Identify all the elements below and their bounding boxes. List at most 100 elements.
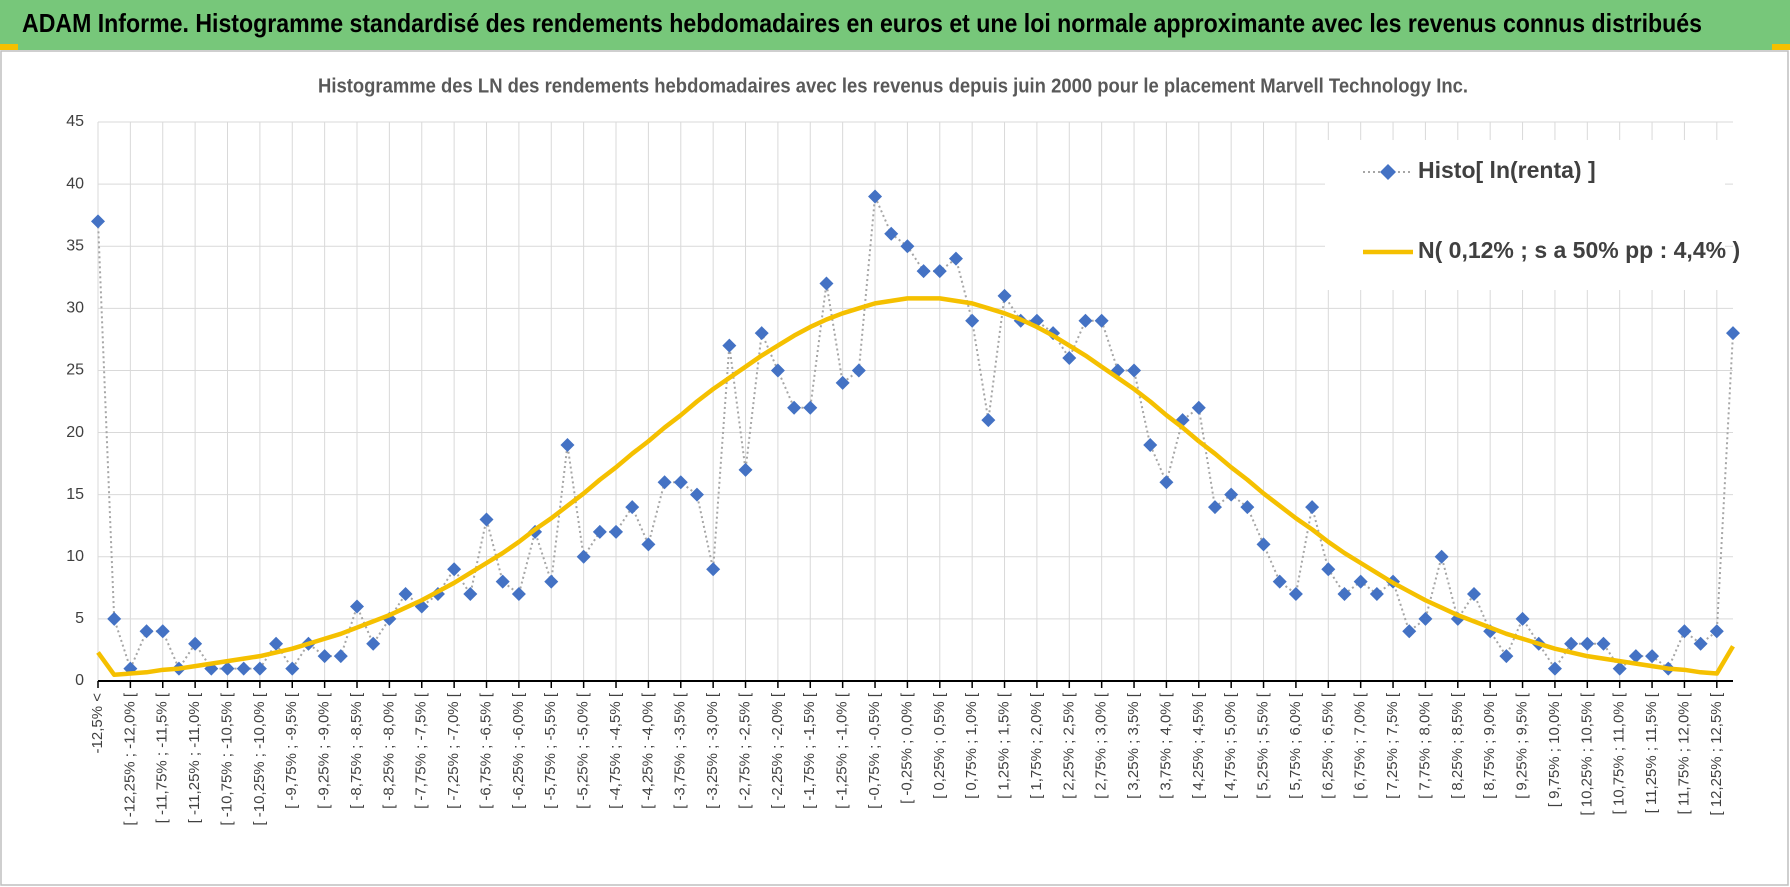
x-tick-label: [ 12,25% ; 12,5% [: [1708, 692, 1725, 815]
data-point: [1127, 363, 1142, 378]
x-tick-label: [ -7,75% ; -7,5% [: [413, 692, 430, 809]
data-point: [511, 587, 526, 602]
data-point: [689, 487, 704, 502]
data-point: [706, 562, 721, 577]
data-point: [1402, 624, 1417, 639]
data-point: [398, 587, 413, 602]
data-point: [188, 636, 203, 651]
title-bar-accent: [1772, 44, 1790, 50]
x-tick-label: [ 1,25% ; 1,5% [: [996, 692, 1013, 799]
x-tick-label: [ 4,25% ; 4,5% [: [1190, 692, 1207, 799]
data-point: [220, 661, 235, 676]
data-point: [317, 649, 332, 664]
data-point: [1078, 313, 1093, 328]
x-tick-label: -12,5% <: [89, 693, 106, 754]
data-point: [1547, 661, 1562, 676]
data-point: [916, 264, 931, 279]
x-tick-label: [ -2,75% ; -2,5% [: [736, 692, 753, 809]
data-point: [1207, 500, 1222, 515]
data-point: [236, 661, 251, 676]
x-tick-label: [ -8,25% ; -8,0% [: [380, 692, 397, 809]
data-point: [738, 462, 753, 477]
data-point: [91, 214, 105, 229]
data-point: [787, 400, 802, 415]
x-tick-label: [ -6,25% ; -6,0% [: [510, 692, 527, 809]
data-point: [592, 524, 607, 539]
series-line: [96, 296, 1735, 678]
x-tick-label: [ -10,25% ; -10,0% [: [251, 692, 268, 825]
data-point: [1693, 636, 1708, 651]
data-point: [835, 375, 850, 390]
data-point: [107, 611, 122, 626]
data-point: [1224, 487, 1239, 502]
x-tick-label: [ 8,75% ; 9,0% [: [1481, 692, 1498, 799]
x-tick-label: [ -0,75% ; -0,5% [: [866, 692, 883, 809]
y-tick-label: 20: [66, 424, 84, 441]
data-point: [1240, 500, 1255, 515]
data-point: [657, 475, 672, 490]
data-point: [560, 437, 575, 452]
data-point: [1418, 611, 1433, 626]
data-point: [1677, 624, 1692, 639]
data-point: [1466, 587, 1481, 602]
data-point: [576, 549, 591, 564]
data-point: [333, 649, 348, 664]
x-tick-label: [ -8,75% ; -8,5% [: [348, 692, 365, 809]
data-point: [932, 264, 947, 279]
title-bar: [0, 0, 1790, 50]
x-tick-label: [ -5,75% ; -5,5% [: [542, 692, 559, 809]
x-tick-label: [ -0,25% ; 0,0% [: [898, 692, 915, 804]
x-tick-label: [ 5,75% ; 6,0% [: [1287, 692, 1304, 799]
data-point: [1191, 400, 1206, 415]
x-tick-label: [ 6,25% ; 6,5% [: [1319, 692, 1336, 799]
x-tick-label: [ 10,75% ; 11,0% [: [1611, 692, 1628, 814]
x-tick-label: [ 4,75% ; 5,0% [: [1222, 692, 1239, 799]
data-point: [1580, 636, 1595, 651]
x-tick-label: [ -5,25% ; -5,0% [: [575, 692, 592, 809]
x-tick-label: [ -3,75% ; -3,5% [: [672, 692, 689, 809]
x-tick-label: [ -1,75% ; -1,5% [: [801, 692, 818, 809]
data-point: [1159, 475, 1174, 490]
x-tick-label: [ 3,25% ; 3,5% [: [1125, 692, 1142, 799]
x-tick-label: [ 2,25% ; 2,5% [: [1060, 692, 1077, 799]
y-tick-label: 35: [66, 237, 84, 254]
x-tick-label: [ -3,25% ; -3,0% [: [704, 692, 721, 809]
y-tick-label: 0: [75, 672, 84, 689]
x-tick-label: [ 9,75% ; 10,0% [: [1546, 692, 1563, 807]
data-point: [673, 475, 688, 490]
chart-subtitle: Histogramme des LN des rendements hebdom…: [318, 75, 1468, 97]
data-point: [641, 537, 656, 552]
data-point: [495, 574, 510, 589]
y-tick-label: 40: [66, 175, 84, 192]
x-tick-label: [ -4,25% ; -4,0% [: [639, 692, 656, 809]
x-tick-label: [ 5,25% ; 5,5% [: [1255, 692, 1272, 799]
chart-border: [0, 50, 1789, 886]
x-tick-label: [ -9,25% ; -9,0% [: [316, 692, 333, 809]
data-point: [1612, 661, 1627, 676]
legend-marker: [1380, 164, 1396, 180]
data-point: [981, 413, 996, 428]
x-tick-label: [ -12,25% ; -12,0% [: [121, 692, 138, 825]
x-tick-label: [ 7,75% ; 8,0% [: [1416, 692, 1433, 799]
data-point: [1645, 649, 1660, 664]
x-tick-label: [ -2,25% ; -2,0% [: [769, 692, 786, 809]
data-point: [139, 624, 154, 639]
x-tick-label: [ -9,75% ; -9,5% [: [283, 692, 300, 809]
data-point: [1305, 500, 1320, 515]
data-point: [1709, 624, 1724, 639]
data-point: [1726, 326, 1740, 341]
data-point: [819, 276, 834, 291]
data-point: [1515, 611, 1530, 626]
x-tick-label: [ 11,25% ; 11,5% [: [1643, 692, 1660, 813]
series-line: [97, 195, 1734, 670]
chart-title: ADAM Informe. Histogramme standardisé de…: [22, 8, 1702, 38]
data-point: [350, 599, 365, 614]
data-point: [884, 226, 899, 241]
data-point: [1564, 636, 1579, 651]
data-point: [803, 400, 818, 415]
data-point: [544, 574, 559, 589]
x-tick-label: [ 8,25% ; 8,5% [: [1449, 692, 1466, 799]
data-point: [851, 363, 866, 378]
data-point: [1321, 562, 1336, 577]
